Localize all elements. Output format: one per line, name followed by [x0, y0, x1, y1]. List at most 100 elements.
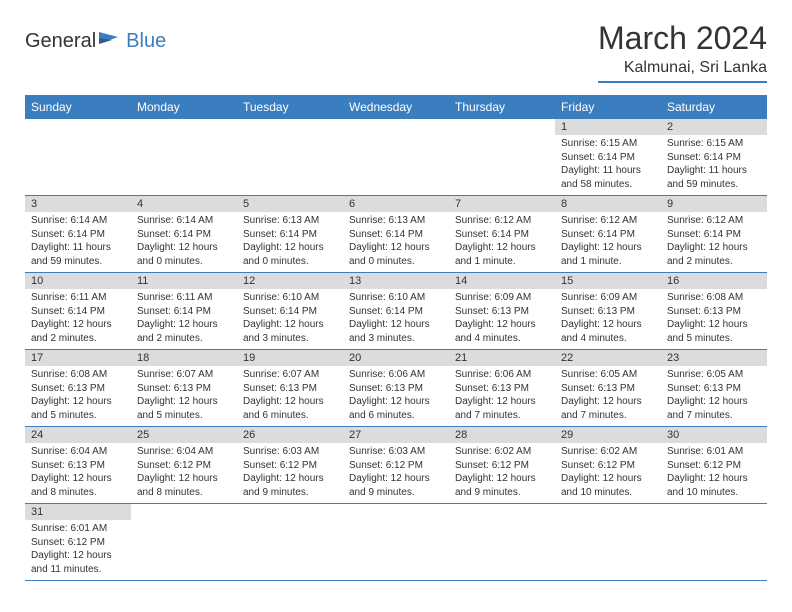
sunrise-text: Sunrise: 6:01 AM — [31, 522, 125, 536]
calendar-day-cell — [343, 119, 449, 196]
day-info: Sunrise: 6:04 AMSunset: 6:12 PMDaylight:… — [131, 443, 237, 503]
calendar-day-cell: 8Sunrise: 6:12 AMSunset: 6:14 PMDaylight… — [555, 196, 661, 273]
day-info: Sunrise: 6:13 AMSunset: 6:14 PMDaylight:… — [343, 212, 449, 272]
sunrise-text: Sunrise: 6:13 AM — [243, 214, 337, 228]
sunset-text: Sunset: 6:12 PM — [243, 459, 337, 473]
day-info: Sunrise: 6:02 AMSunset: 6:12 PMDaylight:… — [449, 443, 555, 503]
day-number: 31 — [25, 504, 131, 520]
sunrise-text: Sunrise: 6:02 AM — [561, 445, 655, 459]
day-info: Sunrise: 6:05 AMSunset: 6:13 PMDaylight:… — [555, 366, 661, 426]
daylight-text: Daylight: 12 hours and 8 minutes. — [31, 472, 125, 499]
day-info: Sunrise: 6:05 AMSunset: 6:13 PMDaylight:… — [661, 366, 767, 426]
calendar-week-row: 31Sunrise: 6:01 AMSunset: 6:12 PMDayligh… — [25, 504, 767, 581]
sunset-text: Sunset: 6:14 PM — [243, 305, 337, 319]
sunset-text: Sunset: 6:14 PM — [667, 228, 761, 242]
sunrise-text: Sunrise: 6:06 AM — [349, 368, 443, 382]
sunset-text: Sunset: 6:12 PM — [455, 459, 549, 473]
weekday-header-row: Sunday Monday Tuesday Wednesday Thursday… — [25, 95, 767, 119]
calendar-week-row: 24Sunrise: 6:04 AMSunset: 6:13 PMDayligh… — [25, 427, 767, 504]
calendar-day-cell: 19Sunrise: 6:07 AMSunset: 6:13 PMDayligh… — [237, 350, 343, 427]
sunset-text: Sunset: 6:13 PM — [667, 382, 761, 396]
logo: General Blue — [25, 20, 166, 53]
calendar-day-cell: 2Sunrise: 6:15 AMSunset: 6:14 PMDaylight… — [661, 119, 767, 196]
calendar-day-cell — [131, 504, 237, 581]
calendar-day-cell — [449, 504, 555, 581]
daylight-text: Daylight: 12 hours and 10 minutes. — [667, 472, 761, 499]
calendar-day-cell — [343, 504, 449, 581]
daylight-text: Daylight: 12 hours and 5 minutes. — [31, 395, 125, 422]
sunset-text: Sunset: 6:13 PM — [561, 305, 655, 319]
daylight-text: Daylight: 12 hours and 0 minutes. — [243, 241, 337, 268]
calendar-day-cell — [661, 504, 767, 581]
sunrise-text: Sunrise: 6:15 AM — [561, 137, 655, 151]
sunrise-text: Sunrise: 6:07 AM — [243, 368, 337, 382]
sunrise-text: Sunrise: 6:12 AM — [455, 214, 549, 228]
daylight-text: Daylight: 12 hours and 7 minutes. — [455, 395, 549, 422]
calendar-day-cell: 20Sunrise: 6:06 AMSunset: 6:13 PMDayligh… — [343, 350, 449, 427]
day-info: Sunrise: 6:04 AMSunset: 6:13 PMDaylight:… — [25, 443, 131, 503]
sunrise-text: Sunrise: 6:05 AM — [667, 368, 761, 382]
calendar-day-cell: 21Sunrise: 6:06 AMSunset: 6:13 PMDayligh… — [449, 350, 555, 427]
daylight-text: Daylight: 12 hours and 0 minutes. — [349, 241, 443, 268]
sunset-text: Sunset: 6:13 PM — [667, 305, 761, 319]
calendar-day-cell: 25Sunrise: 6:04 AMSunset: 6:12 PMDayligh… — [131, 427, 237, 504]
day-info: Sunrise: 6:12 AMSunset: 6:14 PMDaylight:… — [661, 212, 767, 272]
day-number: 25 — [131, 427, 237, 443]
sunrise-text: Sunrise: 6:13 AM — [349, 214, 443, 228]
day-info: Sunrise: 6:14 AMSunset: 6:14 PMDaylight:… — [25, 212, 131, 272]
weekday-header: Tuesday — [237, 95, 343, 119]
calendar-day-cell: 11Sunrise: 6:11 AMSunset: 6:14 PMDayligh… — [131, 273, 237, 350]
day-number: 11 — [131, 273, 237, 289]
weekday-header: Wednesday — [343, 95, 449, 119]
sunrise-text: Sunrise: 6:02 AM — [455, 445, 549, 459]
day-number: 20 — [343, 350, 449, 366]
day-info: Sunrise: 6:06 AMSunset: 6:13 PMDaylight:… — [343, 366, 449, 426]
daylight-text: Daylight: 12 hours and 11 minutes. — [31, 549, 125, 576]
calendar-day-cell: 7Sunrise: 6:12 AMSunset: 6:14 PMDaylight… — [449, 196, 555, 273]
sunset-text: Sunset: 6:13 PM — [31, 382, 125, 396]
calendar-day-cell: 3Sunrise: 6:14 AMSunset: 6:14 PMDaylight… — [25, 196, 131, 273]
sunset-text: Sunset: 6:13 PM — [243, 382, 337, 396]
sunrise-text: Sunrise: 6:06 AM — [455, 368, 549, 382]
calendar-day-cell: 30Sunrise: 6:01 AMSunset: 6:12 PMDayligh… — [661, 427, 767, 504]
sunset-text: Sunset: 6:13 PM — [137, 382, 231, 396]
sunrise-text: Sunrise: 6:12 AM — [561, 214, 655, 228]
sunrise-text: Sunrise: 6:12 AM — [667, 214, 761, 228]
day-info: Sunrise: 6:15 AMSunset: 6:14 PMDaylight:… — [555, 135, 661, 195]
day-info: Sunrise: 6:01 AMSunset: 6:12 PMDaylight:… — [25, 520, 131, 580]
sunrise-text: Sunrise: 6:03 AM — [243, 445, 337, 459]
day-number: 3 — [25, 196, 131, 212]
sunset-text: Sunset: 6:12 PM — [667, 459, 761, 473]
calendar-day-cell: 16Sunrise: 6:08 AMSunset: 6:13 PMDayligh… — [661, 273, 767, 350]
day-number: 2 — [661, 119, 767, 135]
calendar-day-cell: 31Sunrise: 6:01 AMSunset: 6:12 PMDayligh… — [25, 504, 131, 581]
day-number: 18 — [131, 350, 237, 366]
logo-flag-icon — [98, 30, 124, 53]
daylight-text: Daylight: 12 hours and 4 minutes. — [561, 318, 655, 345]
calendar-day-cell: 1Sunrise: 6:15 AMSunset: 6:14 PMDaylight… — [555, 119, 661, 196]
day-info: Sunrise: 6:11 AMSunset: 6:14 PMDaylight:… — [131, 289, 237, 349]
calendar-day-cell — [131, 119, 237, 196]
title-block: March 2024 Kalmunai, Sri Lanka — [598, 20, 767, 83]
day-number: 23 — [661, 350, 767, 366]
day-info: Sunrise: 6:10 AMSunset: 6:14 PMDaylight:… — [237, 289, 343, 349]
calendar-day-cell: 12Sunrise: 6:10 AMSunset: 6:14 PMDayligh… — [237, 273, 343, 350]
day-number: 19 — [237, 350, 343, 366]
day-info: Sunrise: 6:08 AMSunset: 6:13 PMDaylight:… — [25, 366, 131, 426]
daylight-text: Daylight: 12 hours and 6 minutes. — [349, 395, 443, 422]
day-info: Sunrise: 6:11 AMSunset: 6:14 PMDaylight:… — [25, 289, 131, 349]
day-number: 1 — [555, 119, 661, 135]
sunrise-text: Sunrise: 6:10 AM — [349, 291, 443, 305]
sunrise-text: Sunrise: 6:15 AM — [667, 137, 761, 151]
day-number: 17 — [25, 350, 131, 366]
daylight-text: Daylight: 12 hours and 10 minutes. — [561, 472, 655, 499]
sunset-text: Sunset: 6:14 PM — [667, 151, 761, 165]
day-info: Sunrise: 6:12 AMSunset: 6:14 PMDaylight:… — [449, 212, 555, 272]
sunrise-text: Sunrise: 6:04 AM — [137, 445, 231, 459]
calendar-week-row: 3Sunrise: 6:14 AMSunset: 6:14 PMDaylight… — [25, 196, 767, 273]
daylight-text: Daylight: 12 hours and 5 minutes. — [667, 318, 761, 345]
day-info: Sunrise: 6:08 AMSunset: 6:13 PMDaylight:… — [661, 289, 767, 349]
day-number: 24 — [25, 427, 131, 443]
month-title: March 2024 — [598, 20, 767, 57]
sunset-text: Sunset: 6:14 PM — [455, 228, 549, 242]
